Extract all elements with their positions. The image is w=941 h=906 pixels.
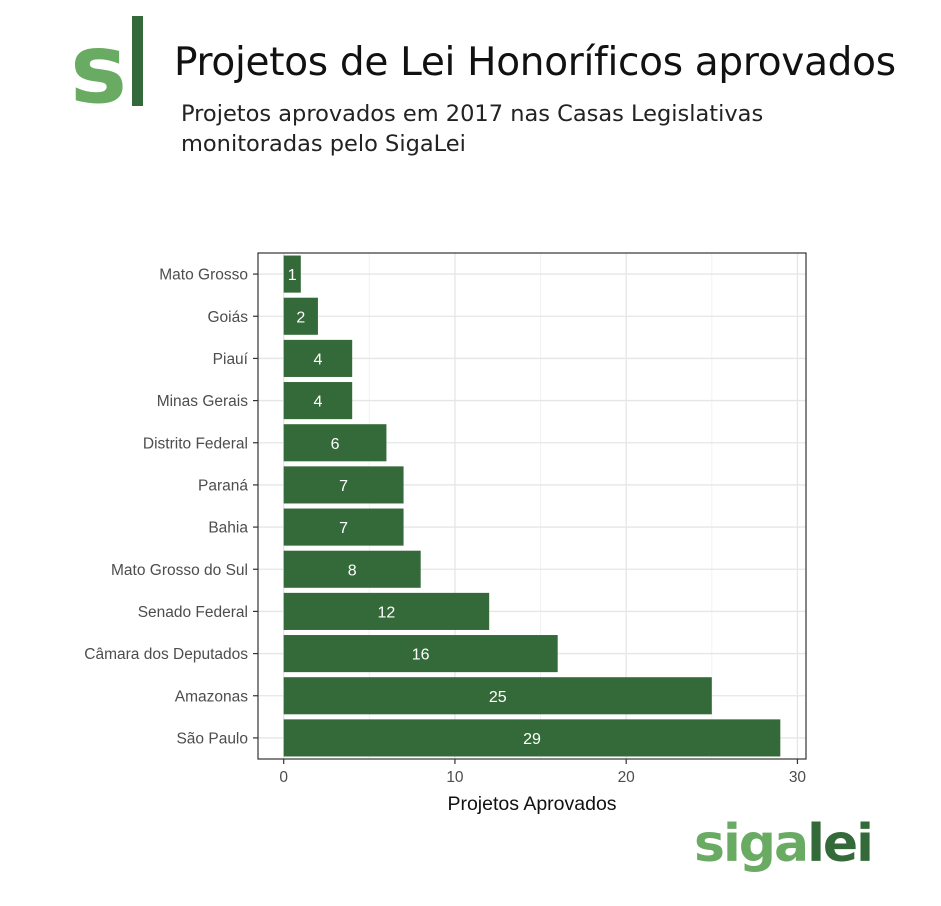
subtitle-line-2: monitoradas pelo SigaLei (181, 131, 466, 157)
bar (283, 719, 781, 757)
y-tick-label: Bahia (208, 520, 248, 537)
y-tick-label: Distrito Federal (143, 435, 248, 452)
bar-value-label: 4 (313, 351, 322, 368)
bar-value-label: 1 (288, 267, 297, 284)
brand-part-2: lei (807, 814, 874, 874)
bar-value-label: 29 (523, 731, 541, 748)
logo-s-glyph: s (70, 13, 127, 112)
bar (283, 339, 353, 377)
bar-value-label: 7 (339, 478, 348, 495)
brand-part-1: siga (694, 814, 809, 874)
x-tick-label: 20 (618, 769, 636, 786)
bar (283, 255, 301, 293)
y-tick-label: Amazonas (175, 688, 248, 705)
bar-value-label: 12 (378, 604, 396, 621)
bar-value-label: 7 (339, 520, 348, 537)
bar (283, 508, 404, 546)
bar (283, 297, 318, 335)
bar (283, 550, 421, 588)
y-tick-label: Minas Gerais (157, 393, 249, 410)
plot-panel-border (257, 252, 807, 760)
x-tick-label: 0 (279, 769, 288, 786)
y-tick-label: Piauí (213, 351, 249, 368)
bar (283, 592, 490, 630)
y-tick-label: São Paulo (176, 730, 248, 747)
x-tick-label: 10 (446, 769, 464, 786)
y-tick-label: Goiás (208, 309, 249, 326)
y-tick-label: Câmara dos Deputados (84, 646, 248, 663)
bar-value-label: 6 (331, 436, 340, 453)
bar-value-label: 8 (348, 562, 357, 579)
bar (283, 382, 353, 420)
bar (283, 424, 387, 462)
x-axis-title: Projetos Aprovados (447, 793, 616, 815)
bar-value-label: 16 (412, 647, 430, 664)
chart-subtitle: Projetos aprovados em 2017 nas Casas Leg… (181, 99, 821, 159)
bar (283, 677, 712, 715)
bar-value-label: 2 (296, 309, 305, 326)
sigalei-brand-logo: sigalei (694, 818, 874, 870)
bar-value-label: 4 (313, 394, 322, 411)
bar (283, 466, 404, 504)
y-tick-label: Mato Grosso (159, 267, 248, 284)
logo-l-glyph (132, 16, 143, 106)
y-tick-label: Senado Federal (138, 604, 248, 621)
y-tick-label: Mato Grosso do Sul (111, 562, 248, 579)
subtitle-line-1: Projetos aprovados em 2017 nas Casas Leg… (181, 101, 764, 127)
sigalei-logo-icon: s (70, 13, 143, 112)
bar (283, 635, 558, 673)
x-tick-label: 30 (789, 769, 807, 786)
bar-value-label: 25 (489, 689, 507, 706)
chart-title: Projetos de Lei Honoríficos aprovados (174, 40, 896, 85)
y-tick-label: Paraná (198, 477, 248, 494)
